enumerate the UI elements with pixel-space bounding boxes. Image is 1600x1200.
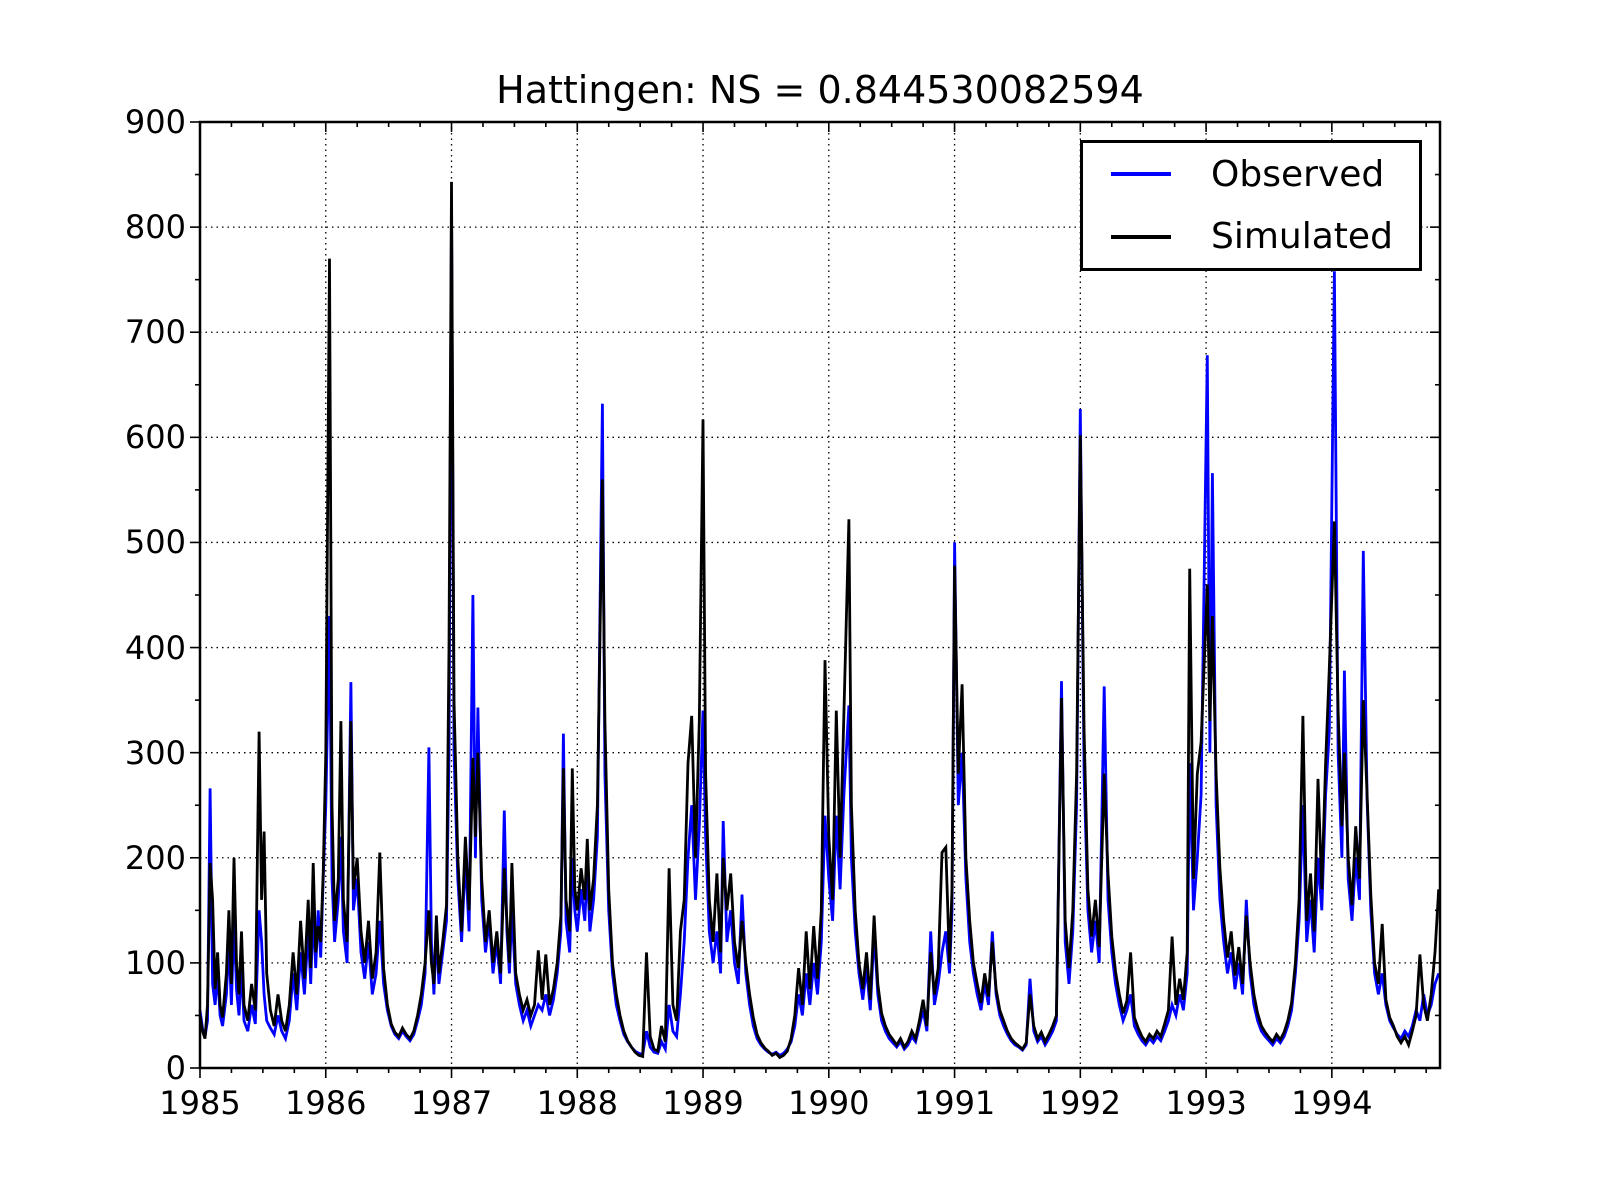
y-tick-label: 700 [124,313,186,352]
simulated-series-line [198,181,1441,1060]
x-tick-label: 1993 [1165,1084,1247,1122]
x-tick-label: 1986 [285,1084,367,1122]
y-tick-label: 0 [165,1049,186,1087]
simulated-line-sample-icon [1111,234,1171,239]
x-tick-label: 1994 [1291,1084,1373,1122]
y-tick-label: 900 [124,103,186,141]
y-tick-label: 800 [124,208,186,247]
y-tick-label: 100 [124,943,186,982]
x-tick-label: 1988 [536,1084,618,1122]
x-tick-label: 1990 [788,1084,870,1122]
legend-label-simulated: Simulated [1211,216,1393,258]
legend-label-observed: Observed [1211,153,1385,195]
y-tick-label: 400 [124,628,186,667]
x-tick-label: 1992 [1039,1084,1122,1122]
x-tick-label: 1989 [662,1084,744,1122]
y-tick-label: 500 [124,523,186,562]
observed-line-sample-icon [1111,172,1171,177]
x-tick-label: 1985 [159,1084,241,1122]
legend-item-observed: Observed [1083,154,1419,195]
legend-item-simulated: Simulated [1083,216,1419,257]
chart-title: Hattingen: NS = 0.844530082594 [496,68,1144,112]
x-tick-label: 1987 [410,1084,493,1122]
x-tick-label: 1991 [913,1084,996,1122]
y-tick-label: 200 [124,838,186,877]
y-tick-label: 300 [124,733,186,772]
y-tick-label: 600 [124,418,186,457]
legend: Observed Simulated [1080,140,1422,271]
